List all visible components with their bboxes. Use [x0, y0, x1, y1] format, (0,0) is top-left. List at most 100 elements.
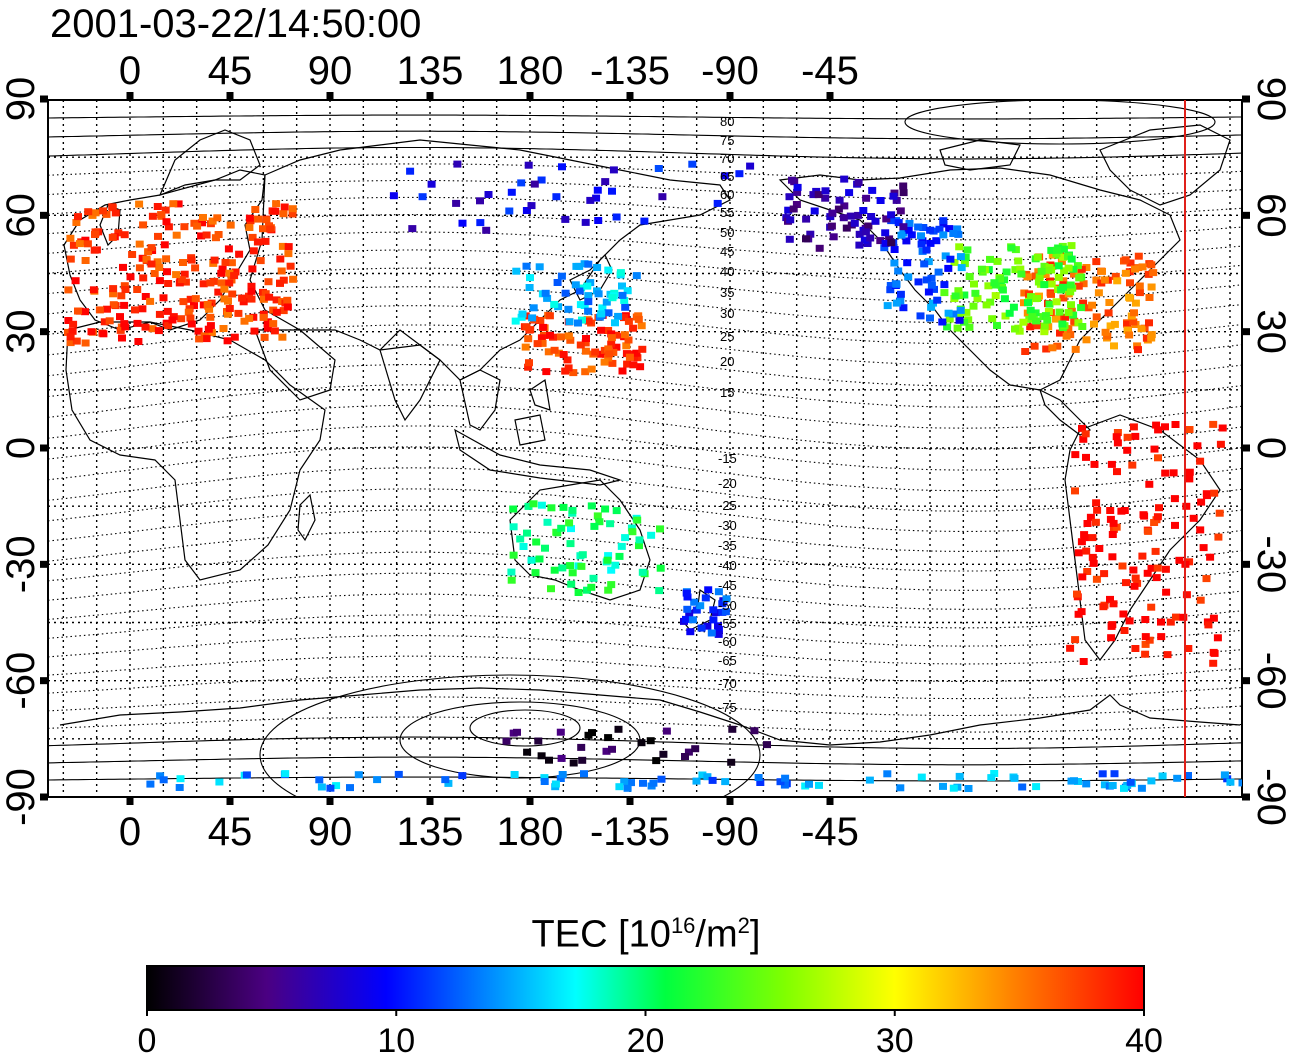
tec-pixel [957, 264, 966, 272]
tec-pixel [532, 538, 541, 546]
tec-pixel [546, 331, 554, 339]
tec-pixel [1041, 271, 1050, 278]
lon-tick-label-bottom: 180 [497, 810, 564, 854]
tec-pixel [264, 278, 273, 286]
tec-pixel [1120, 627, 1129, 634]
tec-pixel [638, 345, 647, 353]
tec-pixel [1130, 309, 1138, 317]
tec-pixel [1059, 245, 1068, 253]
tec-pixel [1070, 777, 1078, 785]
tec-pixel [202, 231, 211, 239]
tec-pixel [568, 569, 577, 577]
tec-pixel [620, 331, 629, 339]
tec-pixel [618, 367, 627, 375]
tec-pixel [955, 243, 964, 251]
tec-pixel [266, 225, 275, 233]
tec-pixel [590, 522, 599, 530]
tec-pixel [509, 505, 518, 513]
tec-pixel [584, 298, 593, 306]
mlat-label: 50 [720, 225, 734, 240]
tec-pixel [138, 305, 147, 313]
tec-pixel [1067, 301, 1075, 309]
tec-pixel [225, 269, 234, 277]
tec-pixel [608, 187, 616, 195]
tec-pixel [652, 757, 661, 765]
tec-pixel [226, 221, 235, 229]
tec-pixel [701, 594, 710, 602]
tec-pixel [917, 773, 926, 781]
tec-pixel [1202, 490, 1211, 498]
mlat-label: -30 [718, 518, 737, 533]
tec-pixel [1141, 640, 1150, 648]
tec-pixel [956, 306, 965, 314]
tec-pixel [204, 325, 213, 333]
tec-pixel [262, 216, 271, 224]
tec-pixel [1009, 303, 1018, 311]
tec-pixel [793, 188, 802, 196]
tec-pixel [1105, 299, 1114, 306]
tec-pixel [559, 503, 568, 511]
tec-pixel [263, 324, 272, 332]
tec-pixel [578, 756, 587, 764]
tec-pixel [147, 244, 156, 252]
tec-pixel [984, 282, 993, 290]
tec-pixel [284, 243, 293, 251]
tec-pixel [1033, 295, 1041, 302]
tec-pixel [577, 562, 586, 570]
tec-pixel [557, 272, 566, 280]
tec-pixel [1028, 313, 1037, 321]
tec-pixel [698, 771, 707, 779]
tec-pixel [1166, 618, 1175, 626]
tec-pixel [476, 219, 485, 227]
tec-pixel [186, 314, 195, 322]
tec-pixel [620, 296, 629, 304]
tec-region-australia [507, 500, 665, 596]
tec-pixel [566, 562, 574, 570]
lat-tick-label-right: -30 [1249, 535, 1292, 593]
tec-pixel [509, 551, 518, 559]
tec-pixel [163, 307, 172, 315]
tec-pixel [839, 214, 848, 222]
tec-pixel [1125, 293, 1134, 301]
tec-pixel [1185, 426, 1194, 433]
tec-pixel [529, 304, 538, 312]
tec-pixel [1108, 553, 1117, 561]
tec-pixel [259, 295, 268, 303]
tec-pixel [1147, 283, 1156, 291]
tec-pixel [161, 206, 170, 214]
tec-pixel [163, 268, 171, 276]
tec-pixel [1074, 282, 1083, 290]
tec-pixel [1032, 317, 1041, 325]
tec-pixel [1169, 469, 1178, 477]
lat-tick-label-left: -90 [0, 768, 43, 826]
mlat-label: 25 [720, 329, 734, 344]
tec-pixel [1070, 317, 1079, 325]
tec-pixel [1109, 519, 1118, 527]
tec-pixel [1066, 281, 1075, 289]
tec-pixel [574, 319, 582, 327]
tec-pixel [608, 294, 617, 302]
tec-pixel [1058, 320, 1067, 328]
tec-pixel [1092, 313, 1101, 321]
mlat-label: 55 [720, 205, 734, 220]
lon-tick-label-top: 135 [397, 49, 464, 93]
lon-tick-label-top: -135 [590, 49, 670, 93]
tec-pixel [802, 215, 811, 223]
tec-pixel [656, 525, 664, 533]
tec-pixel [1109, 600, 1118, 608]
tec-pixel [608, 745, 616, 753]
tec-pixel [640, 217, 649, 225]
tec-pixel [682, 589, 691, 597]
tec-pixel [864, 222, 873, 230]
tec-pixel [1011, 325, 1019, 333]
tec-pixel [924, 258, 933, 266]
lat-tick-label-left: 90 [0, 77, 43, 122]
tec-pixel [527, 202, 536, 210]
tec-pixel [1112, 433, 1121, 441]
tec-pixel [1138, 263, 1147, 271]
tec-pixel [683, 593, 692, 601]
tec-region-east-asia-north [511, 260, 641, 327]
tec-pixel [746, 162, 755, 170]
tec-pixel [524, 363, 533, 371]
tec-pixel [1175, 556, 1184, 564]
